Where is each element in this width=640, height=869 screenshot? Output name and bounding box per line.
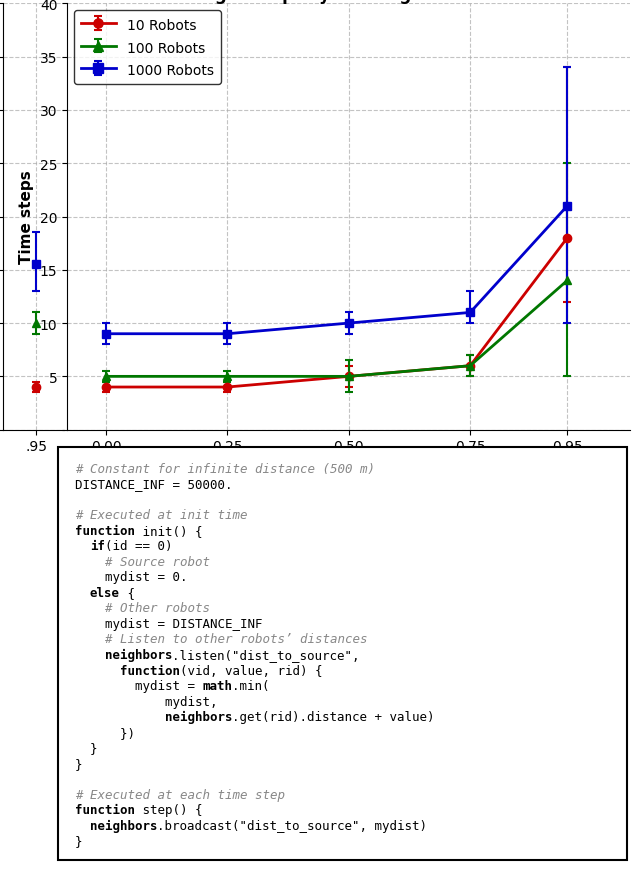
Text: .get(rid).distance + value): .get(rid).distance + value) (232, 710, 435, 723)
Text: # Constant for infinite distance (500 m): # Constant for infinite distance (500 m) (75, 462, 374, 475)
Text: DISTANCE_INF = 50000.: DISTANCE_INF = 50000. (75, 477, 232, 490)
Legend: 10 Robots, 100 Robots, 1000 Robots: 10 Robots, 100 Robots, 1000 Robots (74, 11, 221, 84)
Text: }: } (75, 834, 82, 847)
Text: step() {: step() { (135, 804, 202, 816)
Text: (id == 0): (id == 0) (105, 540, 172, 553)
Text: # Source robot: # Source robot (75, 555, 210, 568)
Text: neighbors: neighbors (75, 648, 172, 661)
Text: function: function (75, 804, 134, 816)
Text: (vid, value, rid) {: (vid, value, rid) { (180, 664, 323, 677)
Text: mydist,: mydist, (75, 695, 217, 707)
Text: function: function (120, 664, 180, 677)
Text: mydist = 0.: mydist = 0. (75, 571, 187, 584)
Title: Neighbor query convergence times: Neighbor query convergence times (184, 0, 514, 4)
Text: }: } (75, 741, 97, 754)
Text: {: { (120, 587, 135, 599)
Y-axis label: Time steps: Time steps (19, 170, 35, 264)
Text: neighbors: neighbors (75, 710, 232, 723)
Text: else: else (90, 587, 120, 599)
X-axis label: Packet drop probability: Packet drop probability (248, 460, 449, 474)
Text: mydist = DISTANCE_INF: mydist = DISTANCE_INF (75, 617, 262, 630)
Text: math: math (202, 680, 232, 693)
Text: # Executed at init time: # Executed at init time (75, 508, 247, 521)
Text: mydist =: mydist = (75, 680, 202, 693)
Text: # Other robots: # Other robots (75, 601, 210, 614)
Text: init() {: init() { (135, 524, 202, 537)
Text: .min(: .min( (232, 680, 270, 693)
Text: .listen("dist_to_source",: .listen("dist_to_source", (172, 648, 360, 661)
Text: function: function (75, 524, 134, 537)
Text: # Executed at each time step: # Executed at each time step (75, 788, 285, 801)
Text: if: if (90, 540, 105, 553)
Text: # Listen to other robots’ distances: # Listen to other robots’ distances (75, 633, 367, 646)
Text: neighbors: neighbors (75, 819, 157, 832)
Text: }): }) (75, 726, 134, 739)
FancyBboxPatch shape (58, 448, 627, 860)
Text: .broadcast("dist_to_source", mydist): .broadcast("dist_to_source", mydist) (157, 819, 428, 832)
Text: }: } (75, 757, 82, 770)
